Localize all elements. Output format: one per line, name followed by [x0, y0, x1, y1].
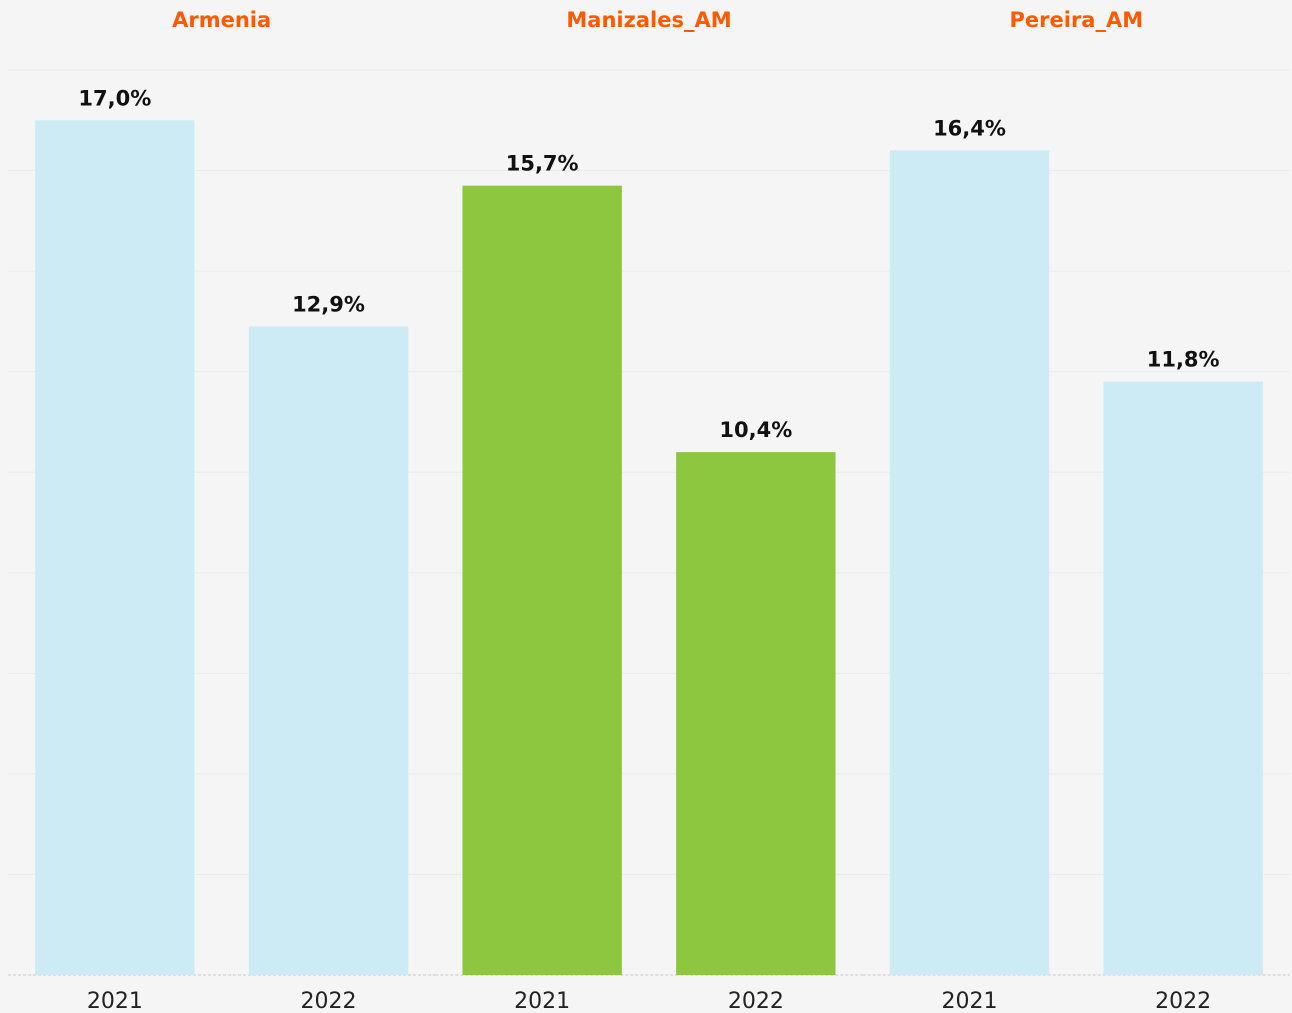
x-tick-label: 2022	[1155, 989, 1211, 1013]
bar	[676, 452, 836, 976]
x-tick-label: 2022	[301, 989, 357, 1013]
value-label: 11,8%	[1147, 348, 1220, 372]
value-label: 15,7%	[506, 152, 579, 176]
value-label: 17,0%	[78, 86, 151, 110]
value-label: 10,4%	[719, 418, 792, 442]
bar	[248, 326, 409, 976]
bar	[35, 120, 195, 976]
x-tick-label: 2022	[728, 989, 784, 1013]
panel-title: Manizales_AM	[566, 8, 731, 32]
x-tick-label: 2021	[514, 989, 570, 1013]
value-label: 16,4%	[933, 116, 1006, 140]
x-tick-label: 2021	[942, 989, 998, 1013]
panel-title: Pereira_AM	[1010, 8, 1144, 32]
bar	[1103, 381, 1263, 975]
x-tick-label: 2021	[87, 989, 143, 1013]
value-label: 12,9%	[292, 292, 365, 316]
bar	[462, 185, 622, 975]
bar	[889, 150, 1050, 975]
panel-title: Armenia	[172, 8, 271, 32]
